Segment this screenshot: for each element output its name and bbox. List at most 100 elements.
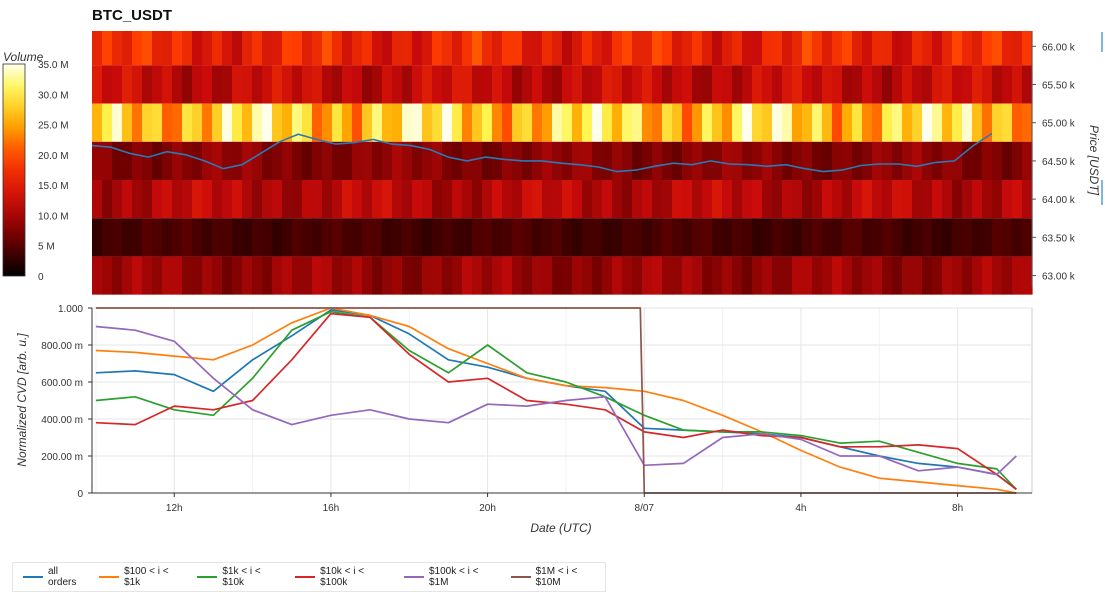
legend-item[interactable]: all orders <box>23 566 89 588</box>
heatmap-cell <box>1012 103 1023 142</box>
heatmap-cell <box>132 103 143 142</box>
y-tick-label: 600.00 m <box>41 378 83 389</box>
heatmap-cell <box>572 31 583 66</box>
heatmap-cell <box>492 218 503 257</box>
heatmap-cell <box>202 31 213 66</box>
heatmap-cell <box>922 218 933 257</box>
heatmap-cell <box>442 103 453 142</box>
heatmap-cell <box>212 31 223 66</box>
heatmap-cell <box>482 218 493 257</box>
heatmap-cell <box>362 103 373 142</box>
cvd-line-5 <box>95 325 1017 476</box>
heatmap-cell <box>262 256 273 295</box>
heatmap-cell <box>712 256 723 295</box>
heatmap-cell <box>532 180 543 219</box>
heatmap-cell <box>92 65 103 104</box>
heatmap-cell <box>612 180 623 219</box>
heatmap-cell <box>152 218 163 257</box>
heatmap-cell <box>882 256 893 295</box>
heatmap-cell <box>642 141 653 181</box>
heatmap-cell <box>572 103 583 142</box>
heatmap-cell <box>802 103 813 142</box>
heatmap-cell <box>832 141 843 181</box>
heatmap-cell <box>692 103 703 142</box>
heatmap-cell <box>612 65 623 104</box>
heatmap-cell <box>192 103 203 142</box>
heatmap-cell <box>1002 31 1013 66</box>
heatmap-cell <box>422 141 433 181</box>
heatmap-cell <box>912 141 923 181</box>
colorbar-tick-label: 5 M <box>38 242 55 253</box>
heatmap-cell <box>652 180 663 219</box>
heatmap-cell <box>742 256 753 295</box>
heatmap-cell <box>452 31 463 66</box>
heatmap-cell <box>712 141 723 181</box>
heatmap-cell <box>992 103 1003 142</box>
heatmap-cell <box>322 218 333 257</box>
heatmap-cell <box>202 65 213 104</box>
y-tick-label: 800.00 m <box>41 341 83 352</box>
heatmap-cell <box>592 141 603 181</box>
heatmap-cell <box>822 103 833 142</box>
heatmap-cell <box>312 180 323 219</box>
heatmap-cell <box>922 103 933 142</box>
heatmap-cell <box>642 218 653 257</box>
heatmap-cell <box>872 256 883 295</box>
heatmap-cell <box>342 103 353 142</box>
heatmap-cell <box>442 31 453 66</box>
heatmap-cell <box>192 180 203 219</box>
legend-item[interactable]: $10k < i < $100k <box>295 566 394 588</box>
heatmap-cell <box>242 103 253 142</box>
heatmap-cell <box>502 218 513 257</box>
heatmap-cell <box>412 256 423 295</box>
heatmap-cell <box>502 103 513 142</box>
heatmap-cell <box>472 218 483 257</box>
heatmap-cell <box>252 103 263 142</box>
heatmap-cell <box>942 103 953 142</box>
heatmap-cell <box>382 103 393 142</box>
legend-item[interactable]: $100 < i < $1k <box>99 566 187 588</box>
heatmap-cell <box>542 218 553 257</box>
heatmap-cell <box>992 141 1003 181</box>
heatmap-cell <box>752 103 763 142</box>
heatmap-cell <box>522 31 533 66</box>
heatmap-cell <box>1022 65 1033 104</box>
heatmap-cell <box>862 103 873 142</box>
heatmap-cell <box>1012 180 1023 219</box>
heatmap-cell <box>252 218 263 257</box>
heatmap-cell <box>92 141 103 181</box>
heatmap-cell <box>312 103 323 142</box>
heatmap-cell <box>832 256 843 295</box>
heatmap-cell <box>562 103 573 142</box>
heatmap-cell <box>972 218 983 257</box>
heatmap-cell <box>1022 256 1033 295</box>
heatmap-cell <box>562 31 573 66</box>
heatmap-cell <box>232 256 243 295</box>
heatmap-cell <box>492 65 503 104</box>
heatmap-cell <box>712 65 723 104</box>
heatmap-cell <box>772 31 783 66</box>
heatmap-cell <box>512 31 523 66</box>
legend-item[interactable]: $1k < i < $10k <box>197 566 285 588</box>
heatmap-cell <box>162 256 173 295</box>
heatmap-cell <box>282 141 293 181</box>
heatmap-cell <box>822 141 833 181</box>
legend-item[interactable]: $1M < i < $10M <box>510 566 605 588</box>
heatmap-cell <box>642 65 653 104</box>
heatmap-cell <box>452 103 463 142</box>
heatmap-cell <box>452 218 463 257</box>
legend-item[interactable]: $100k < i < $1M <box>404 566 501 588</box>
heatmap-cell <box>922 256 933 295</box>
heatmap-cell <box>172 103 183 142</box>
cvd-line-4 <box>95 312 1017 490</box>
heatmap-cell <box>902 65 913 104</box>
heatmap-cell <box>232 103 243 142</box>
heatmap-cell <box>142 31 153 66</box>
price-tick-label: 64.00 k <box>1042 195 1076 206</box>
heatmap-cell <box>572 218 583 257</box>
heatmap-cell <box>732 141 743 181</box>
heatmap-cell <box>862 218 873 257</box>
heatmap-cell <box>122 103 133 142</box>
heatmap-cell <box>392 141 403 181</box>
